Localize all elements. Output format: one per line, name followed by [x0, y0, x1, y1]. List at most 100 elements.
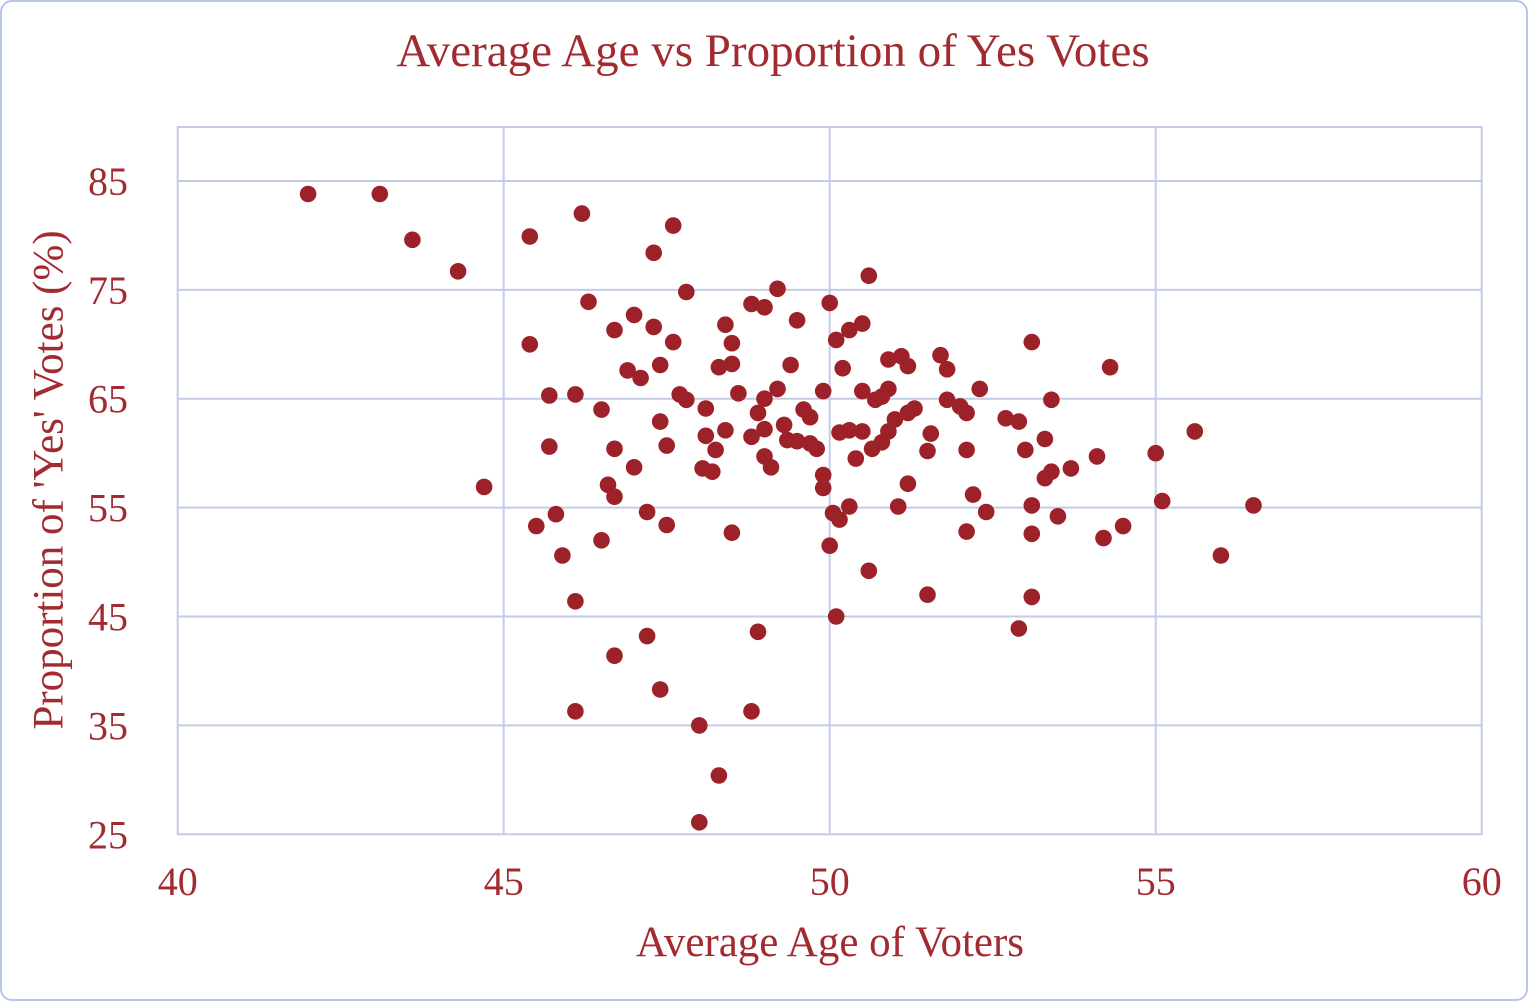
- scatter-point: [651, 356, 669, 374]
- scatter-point: [1023, 497, 1041, 514]
- scatter-point: [1010, 620, 1028, 637]
- x-axis-tick-labels: 40 45 50 55 60: [158, 859, 1502, 904]
- scatter-point: [922, 425, 940, 442]
- scatter-point: [880, 351, 897, 368]
- scatter-point: [743, 703, 760, 720]
- scatter-point: [1023, 588, 1041, 606]
- scatter-point: [521, 228, 539, 245]
- scatter-point: [717, 422, 734, 439]
- scatter-point: [860, 267, 878, 285]
- scatter-point: [678, 391, 695, 409]
- scatter-point: [1212, 547, 1230, 564]
- scatter-point: [899, 475, 917, 493]
- scatter-point: [697, 427, 715, 445]
- scatter-point: [697, 400, 715, 417]
- y-axis-tick-labels: 25 35 45 55 65 75 85: [88, 159, 128, 857]
- y-axis-title: Proportion of 'Yes' Votes (%): [25, 230, 73, 730]
- y-tick-label: 75: [88, 268, 128, 313]
- x-tick-label: 50: [810, 859, 850, 904]
- scatter-point: [775, 416, 793, 434]
- scatter-point: [723, 524, 741, 541]
- x-tick-label: 55: [1136, 859, 1176, 904]
- x-tick-label: 40: [158, 859, 198, 904]
- scatter-point: [1101, 358, 1119, 376]
- scatter-point: [625, 459, 643, 476]
- scatter-point: [919, 442, 936, 460]
- scatter-point: [814, 382, 832, 400]
- scatter-point: [1010, 413, 1028, 430]
- scatter-point: [573, 205, 591, 222]
- scatter-point: [977, 503, 995, 521]
- plot-border-rect: [176, 126, 1483, 836]
- scatter-point: [743, 295, 760, 313]
- scatter-point: [449, 263, 467, 280]
- scatter-point: [567, 593, 584, 610]
- scatter-point: [645, 244, 662, 262]
- scatter-point: [606, 647, 623, 664]
- scatter-point: [749, 404, 767, 422]
- scatter-point: [821, 537, 838, 554]
- scatter-point: [958, 441, 975, 459]
- scatter-point: [638, 503, 656, 521]
- x-axis-title: Average Age of Voters: [635, 919, 1025, 966]
- scatter-point: [632, 369, 649, 387]
- scatter-point: [664, 333, 682, 351]
- scatter-point: [919, 586, 936, 603]
- scatter-point: [475, 478, 493, 496]
- scatter-point: [691, 814, 708, 831]
- scatter-point: [814, 466, 832, 484]
- scatter-point: [854, 423, 871, 440]
- scatter-point: [880, 423, 897, 440]
- scatter-point: [814, 479, 832, 497]
- scatter-point: [541, 387, 558, 404]
- scatter-point: [658, 437, 675, 454]
- scatter-point: [606, 488, 623, 506]
- scatter-point: [1062, 460, 1080, 477]
- scatter-point: [371, 185, 389, 203]
- y-tick-label: 55: [88, 486, 128, 531]
- scatter-point: [932, 346, 949, 364]
- scatter-point: [658, 516, 675, 534]
- scatter-point: [1245, 497, 1262, 514]
- scatter-point: [606, 321, 623, 339]
- scatter-point: [625, 306, 643, 324]
- scatter-point: [606, 440, 623, 458]
- x-tick-label: 45: [484, 859, 524, 904]
- scatter-point: [841, 422, 858, 439]
- data-points: [299, 185, 1262, 831]
- scatter-point: [691, 717, 708, 734]
- scatter-point: [841, 321, 858, 339]
- scatter-point: [964, 486, 982, 503]
- scatter-point: [567, 703, 584, 720]
- scatter-point: [567, 386, 584, 403]
- scatter-point: [704, 463, 721, 481]
- scatter-point: [580, 293, 597, 311]
- scatter-point: [554, 547, 571, 564]
- scatter-point: [788, 312, 806, 329]
- scatter-point: [1095, 529, 1112, 547]
- scatter-point: [1147, 444, 1164, 462]
- scatter-point: [651, 681, 669, 698]
- scatter-point: [756, 420, 773, 438]
- scatter-point: [593, 532, 610, 549]
- scatter-point: [769, 380, 786, 398]
- scatter-point: [769, 280, 786, 298]
- scatter-point: [1049, 508, 1067, 525]
- scatter-point: [808, 440, 825, 458]
- scatter-point: [710, 358, 728, 376]
- scatter-point: [847, 450, 865, 467]
- scatter-point: [1036, 430, 1054, 448]
- scatter-point: [801, 408, 819, 426]
- scatter-point: [762, 459, 780, 476]
- scatter-point: [521, 336, 539, 353]
- scatter-point: [710, 767, 728, 784]
- scatter-point: [749, 623, 767, 641]
- scatter-point: [938, 391, 956, 409]
- scatter-point: [1023, 333, 1041, 351]
- scatter-point: [1114, 517, 1132, 535]
- scatter-point: [404, 231, 421, 249]
- scatter-point: [743, 428, 760, 446]
- y-tick-label: 65: [88, 377, 128, 422]
